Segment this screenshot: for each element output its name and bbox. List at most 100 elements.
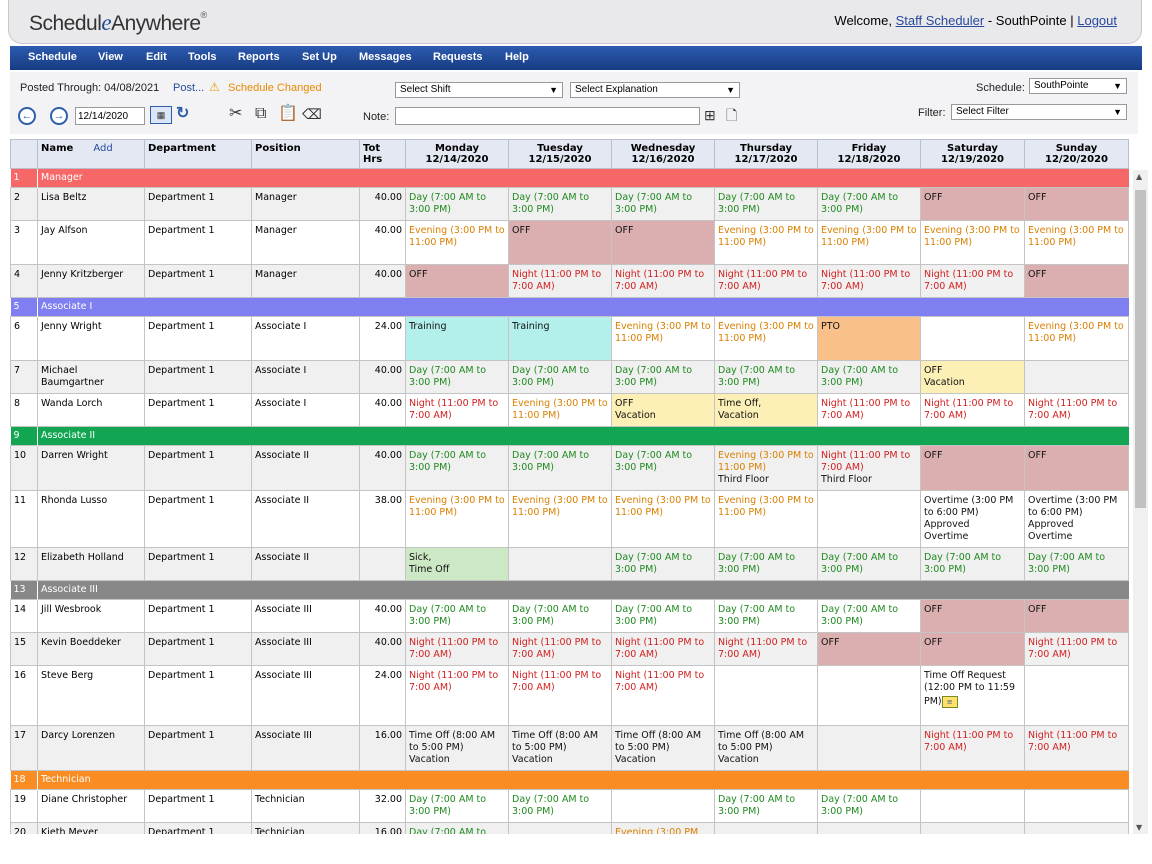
document-icon[interactable]: 🗋 — [726, 107, 738, 123]
menu-schedule[interactable]: Schedule — [28, 51, 77, 63]
employee-name[interactable]: Wanda Lorch — [37, 393, 145, 427]
shift-cell[interactable]: Evening (3:00 PM to 11:00 PM) — [405, 490, 509, 548]
employee-name[interactable]: Kevin Boeddeker — [37, 632, 145, 666]
col-monday[interactable]: Monday 12/14/2020 — [405, 139, 509, 169]
shift-cell[interactable]: Night (11:00 PM to 7:00 AM) — [405, 393, 509, 427]
shift-cell[interactable]: Day (7:00 AM to 3:00 PM) — [817, 187, 921, 221]
shift-cell[interactable]: Night (11:00 PM to 7:00 AM) — [817, 264, 921, 298]
employee-name[interactable]: Darcy Lorenzen — [37, 725, 145, 771]
shift-cell[interactable] — [508, 547, 612, 581]
employee-name[interactable]: Jill Wesbrook — [37, 599, 145, 633]
shift-cell[interactable]: Night (11:00 PM to 7:00 AM) Third Floor — [817, 445, 921, 491]
col-department[interactable]: Department — [144, 139, 252, 169]
shift-cell[interactable]: Evening (3:00 PM to 11:00 PM) — [508, 490, 612, 548]
shift-cell[interactable]: Overtime (3:00 PM to 6:00 PM) Approved O… — [1024, 490, 1129, 548]
menu-setup[interactable]: Set Up — [302, 51, 337, 63]
shift-cell[interactable]: Evening (3:00 PM to 11:00 PM) Third Floor — [714, 445, 818, 491]
shift-cell[interactable]: Night (11:00 PM to 7:00 AM) — [611, 632, 715, 666]
shift-cell[interactable]: OFF — [817, 632, 921, 666]
user-link[interactable]: Staff Scheduler — [895, 13, 985, 28]
shift-cell[interactable]: Evening (3:00 PM to 11:00 PM) — [714, 490, 818, 548]
shift-cell[interactable]: Training — [405, 316, 509, 361]
shift-cell[interactable]: Day (7:00 AM to 3:00 PM) — [817, 547, 921, 581]
shift-cell[interactable] — [817, 490, 921, 548]
menu-reports[interactable]: Reports — [238, 51, 280, 63]
col-sunday[interactable]: Sunday 12/20/2020 — [1024, 139, 1129, 169]
shift-cell[interactable]: Day (7:00 AM to 3:00 PM) — [817, 599, 921, 633]
col-thursday[interactable]: Thursday 12/17/2020 — [714, 139, 818, 169]
shift-cell[interactable]: Evening (3:00 PM to 11:00 PM) — [611, 316, 715, 361]
col-saturday[interactable]: Saturday 12/19/2020 — [920, 139, 1025, 169]
shift-cell[interactable]: Time Off (8:00 AM to 5:00 PM) Vacation — [405, 725, 509, 771]
shift-cell[interactable]: OFF — [1024, 599, 1129, 633]
shift-cell[interactable]: Night (11:00 PM to 7:00 AM) — [405, 632, 509, 666]
shift-cell[interactable]: Night (11:00 PM to 7:00 AM) — [405, 665, 509, 726]
paste-icon[interactable]: 📋 — [278, 105, 298, 122]
shift-cell[interactable]: Evening (3:00 PM to 11:00 PM) — [1024, 316, 1129, 361]
shift-cell[interactable]: Evening (3:00 PM to 11:00 PM) — [1024, 220, 1129, 265]
shift-cell[interactable]: Time Off (8:00 AM to 5:00 PM) Vacation — [508, 725, 612, 771]
shift-cell[interactable] — [920, 789, 1025, 823]
shift-cell[interactable]: Sick, Time Off — [405, 547, 509, 581]
menu-tools[interactable]: Tools — [188, 51, 217, 63]
shift-cell[interactable]: Night (11:00 PM to 7:00 AM) — [920, 264, 1025, 298]
shift-cell[interactable]: Night (11:00 PM to 7:00 AM) — [714, 632, 818, 666]
employee-name[interactable]: Diane Christopher — [37, 789, 145, 823]
shift-cell[interactable] — [1024, 360, 1129, 394]
shift-cell[interactable] — [714, 665, 818, 726]
shift-cell[interactable] — [508, 822, 612, 834]
shift-cell[interactable]: Evening (3:00 PM — [611, 822, 715, 834]
shift-cell[interactable]: Night (11:00 PM to 7:00 AM) — [508, 632, 612, 666]
shift-cell[interactable]: Night (11:00 PM to 7:00 AM) — [611, 665, 715, 726]
shift-cell[interactable]: Day (7:00 AM to 3:00 PM) — [714, 789, 818, 823]
menu-edit[interactable]: Edit — [146, 51, 167, 63]
shift-cell[interactable]: Training — [508, 316, 612, 361]
shift-cell[interactable] — [1024, 822, 1129, 834]
refresh-icon[interactable]: ↻ — [176, 105, 190, 122]
shift-cell[interactable]: Day (7:00 AM to 3:00 PM) — [508, 599, 612, 633]
shift-cell[interactable]: Day (7:00 AM to 3:00 PM) — [508, 360, 612, 394]
shift-cell[interactable] — [611, 789, 715, 823]
shift-cell[interactable]: Day (7:00 AM to 3:00 PM) — [611, 547, 715, 581]
shift-cell[interactable]: Day (7:00 AM to 3:00 PM) — [611, 187, 715, 221]
scrollbar-thumb[interactable] — [1135, 190, 1146, 508]
employee-name[interactable]: Jenny Wright — [37, 316, 145, 361]
logout-link[interactable]: Logout — [1077, 13, 1117, 28]
scroll-down-icon[interactable]: ▼ — [1136, 823, 1143, 832]
employee-name[interactable]: Rhonda Lusso — [37, 490, 145, 548]
shift-cell[interactable]: Day (7:00 AM to 3:00 PM) — [405, 789, 509, 823]
shift-cell[interactable]: Evening (3:00 PM to 11:00 PM) — [714, 316, 818, 361]
col-friday[interactable]: Friday 12/18/2020 — [817, 139, 921, 169]
shift-cell[interactable]: Evening (3:00 PM to 11:00 PM) — [714, 220, 818, 265]
col-name[interactable]: Name Add — [37, 139, 145, 169]
select-shift-dropdown[interactable]: Select Shift ▼ — [395, 82, 563, 98]
employee-name[interactable]: Lisa Beltz — [37, 187, 145, 221]
note-input[interactable] — [395, 107, 700, 125]
shift-cell[interactable]: OFF — [405, 264, 509, 298]
shift-cell[interactable]: Time Off (8:00 AM to 5:00 PM) Vacation — [611, 725, 715, 771]
shift-cell[interactable]: OFF — [611, 220, 715, 265]
employee-name[interactable]: Elizabeth Holland — [37, 547, 145, 581]
shift-cell[interactable] — [920, 822, 1025, 834]
shift-cell[interactable]: Night (11:00 PM to 7:00 AM) — [1024, 393, 1129, 427]
shift-cell[interactable]: Night (11:00 PM to 7:00 AM) — [1024, 632, 1129, 666]
shift-cell[interactable]: Night (11:00 PM to 7:00 AM) — [920, 393, 1025, 427]
shift-cell[interactable]: Time Off Request (12:00 PM to 11:59 PM) ≡ — [920, 665, 1025, 726]
shift-cell[interactable] — [1024, 665, 1129, 726]
shift-cell[interactable] — [817, 665, 921, 726]
shift-cell[interactable]: Day (7:00 AM to 3:00 PM) — [405, 599, 509, 633]
date-input[interactable] — [75, 107, 145, 125]
shift-cell[interactable]: Day (7:00 AM to 3:00 PM) — [611, 599, 715, 633]
menu-help[interactable]: Help — [505, 51, 529, 63]
shift-cell[interactable]: Night (11:00 PM to 7:00 AM) — [611, 264, 715, 298]
shift-cell[interactable]: Night (11:00 PM to 7:00 AM) — [508, 264, 612, 298]
shift-cell[interactable]: Night (11:00 PM to 7:00 AM) — [817, 393, 921, 427]
shift-cell[interactable]: Evening (3:00 PM to 11:00 PM) — [405, 220, 509, 265]
eraser-icon[interactable]: ⌫ — [302, 106, 322, 122]
shift-cell[interactable]: Day (7:00 AM to 3:00 PM) — [714, 187, 818, 221]
shift-cell[interactable]: Time Off, Vacation — [714, 393, 818, 427]
shift-cell[interactable] — [1024, 789, 1129, 823]
shift-cell[interactable]: Night (11:00 PM to 7:00 AM) — [920, 725, 1025, 771]
shift-cell[interactable]: Day (7:00 AM to 3:00 PM) — [714, 599, 818, 633]
shift-cell[interactable]: Time Off (8:00 AM to 5:00 PM) Vacation — [714, 725, 818, 771]
